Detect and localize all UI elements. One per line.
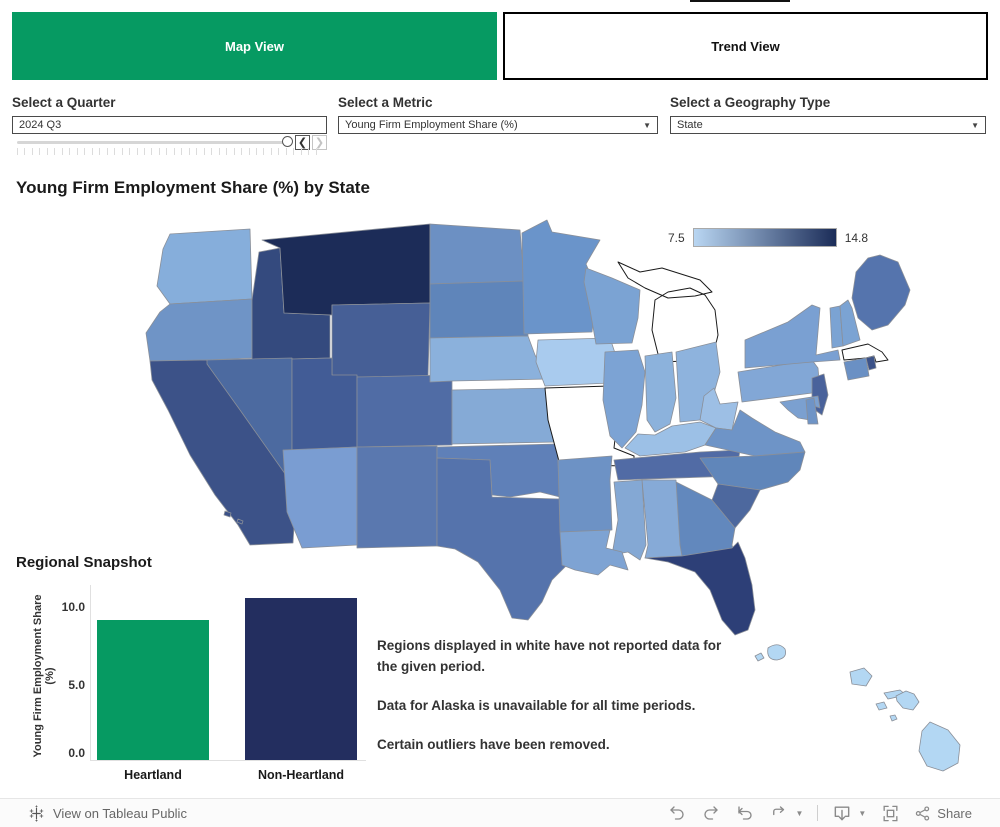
geography-value: State xyxy=(677,119,703,131)
state-AZ[interactable] xyxy=(282,446,358,549)
state-SC[interactable] xyxy=(711,483,761,529)
state-WY[interactable] xyxy=(331,302,431,378)
state-NM[interactable] xyxy=(356,445,438,549)
channel-islands xyxy=(223,510,244,525)
state-ME[interactable] xyxy=(851,254,911,331)
map-notes: Regions displayed in white have not repo… xyxy=(377,636,737,774)
state-HI-hawaii[interactable] xyxy=(918,721,961,772)
tab-map-view-label: Map View xyxy=(224,38,284,54)
toolbar-separator xyxy=(817,805,819,821)
state-HI-kauai[interactable] xyxy=(767,644,787,661)
footer-toolbar: View on Tableau Public ▼ ▼ Share xyxy=(0,798,1000,827)
quarter-prev-button[interactable]: ❮ xyxy=(295,135,310,150)
metric-filter-label: Select a Metric xyxy=(338,95,433,110)
state-WI[interactable] xyxy=(583,267,641,345)
quarter-slider-ticks xyxy=(17,148,317,156)
note-outliers: Certain outliers have been removed. xyxy=(377,736,610,752)
tab-map-view[interactable]: Map View xyxy=(12,12,497,80)
metric-value: Young Firm Employment Share (%) xyxy=(345,119,518,131)
state-NY[interactable] xyxy=(744,304,841,369)
color-legend: 7.5 14.8 xyxy=(668,228,868,247)
state-IN[interactable] xyxy=(644,351,677,433)
state-KS[interactable] xyxy=(451,387,558,445)
y-tick-0: 0.0 xyxy=(68,746,85,760)
state-AL[interactable] xyxy=(641,479,683,559)
state-TX[interactable] xyxy=(436,457,573,621)
state-HI-oahu[interactable] xyxy=(849,667,873,687)
state-RI[interactable] xyxy=(865,355,877,371)
quarter-input[interactable]: 2024 Q3 xyxy=(12,116,327,134)
state-WV[interactable] xyxy=(699,387,739,431)
top-edge-rule xyxy=(690,0,790,2)
refresh-icon[interactable] xyxy=(769,803,789,823)
legend-gradient-bar xyxy=(692,228,837,247)
tableau-logo-icon xyxy=(29,804,44,822)
revert-icon[interactable] xyxy=(735,803,755,823)
quarter-slider-handle[interactable] xyxy=(282,136,293,147)
state-MA[interactable] xyxy=(841,343,889,363)
state-LA[interactable] xyxy=(559,529,629,576)
state-HI-kahoolawe[interactable] xyxy=(889,714,898,722)
download-icon[interactable] xyxy=(832,803,852,823)
share-button[interactable]: Share xyxy=(914,805,972,822)
legend-min: 7.5 xyxy=(668,230,685,245)
metric-dropdown[interactable]: Young Firm Employment Share (%) ▼ xyxy=(338,116,658,134)
refresh-caret-icon[interactable]: ▼ xyxy=(795,808,804,818)
chevron-down-icon: ▼ xyxy=(971,120,979,130)
tab-trend-view-label: Trend View xyxy=(711,38,780,54)
tab-trend-view[interactable]: Trend View xyxy=(503,12,988,80)
state-MT[interactable] xyxy=(261,223,431,316)
undo-icon[interactable] xyxy=(667,803,687,823)
state-HI-lanai[interactable] xyxy=(875,701,888,711)
state-MI[interactable] xyxy=(617,261,719,363)
state-NH[interactable] xyxy=(839,299,861,347)
state-KY[interactable] xyxy=(624,421,717,457)
state-MS[interactable] xyxy=(611,479,647,561)
legend-max: 14.8 xyxy=(844,230,869,245)
state-WA[interactable] xyxy=(156,228,253,305)
us-choropleth-map[interactable] xyxy=(0,210,1000,785)
redo-icon[interactable] xyxy=(701,803,721,823)
bar-heartland[interactable] xyxy=(97,620,209,760)
state-HI-maui[interactable] xyxy=(895,690,920,711)
state-IL[interactable] xyxy=(602,349,646,449)
state-CT[interactable] xyxy=(843,357,870,381)
quarter-next-button[interactable]: ❯ xyxy=(312,135,327,150)
geography-filter-label: Select a Geography Type xyxy=(670,95,831,110)
state-DE[interactable] xyxy=(805,397,819,425)
state-CO[interactable] xyxy=(356,374,453,448)
state-OR[interactable] xyxy=(145,298,253,362)
map-title: Young Firm Employment Share (%) by State xyxy=(16,178,370,197)
note-alaska: Data for Alaska is unavailable for all t… xyxy=(377,697,696,713)
share-icon xyxy=(916,805,930,821)
snapshot-y-axis-label: Young Firm Employment Share (%) xyxy=(32,594,56,758)
note-white-regions: Regions displayed in white have not repo… xyxy=(377,638,722,674)
state-NE[interactable] xyxy=(429,335,549,383)
state-MN[interactable] xyxy=(521,219,601,335)
state-AR[interactable] xyxy=(557,455,613,533)
fullscreen-icon[interactable] xyxy=(880,803,900,823)
view-on-tableau-public-link[interactable]: View on Tableau Public xyxy=(28,804,187,822)
bar-non-heartland[interactable] xyxy=(245,598,357,760)
state-SD[interactable] xyxy=(429,280,529,339)
y-tick-5: 5.0 xyxy=(68,678,85,692)
geography-dropdown[interactable]: State ▼ xyxy=(670,116,986,134)
download-caret-icon[interactable]: ▼ xyxy=(858,808,867,818)
quarter-slider-track[interactable] xyxy=(17,141,292,144)
snapshot-title: Regional Snapshot xyxy=(16,554,152,571)
snapshot-baseline xyxy=(90,760,366,761)
quarter-filter-label: Select a Quarter xyxy=(12,95,116,110)
view-on-tableau-public-label: View on Tableau Public xyxy=(53,805,187,821)
quarter-value: 2024 Q3 xyxy=(19,119,62,131)
state-FL[interactable] xyxy=(644,541,756,636)
state-NC[interactable] xyxy=(699,451,806,491)
x-label-non-heartland: Non-Heartland xyxy=(257,768,345,782)
chevron-down-icon: ▼ xyxy=(643,120,651,130)
snapshot-y-axis-line xyxy=(90,585,91,761)
share-label: Share xyxy=(937,805,972,821)
x-label-heartland: Heartland xyxy=(124,768,182,782)
state-ND[interactable] xyxy=(429,223,525,285)
state-HI-niihau[interactable] xyxy=(754,652,765,662)
y-tick-10: 10.0 xyxy=(61,600,85,614)
